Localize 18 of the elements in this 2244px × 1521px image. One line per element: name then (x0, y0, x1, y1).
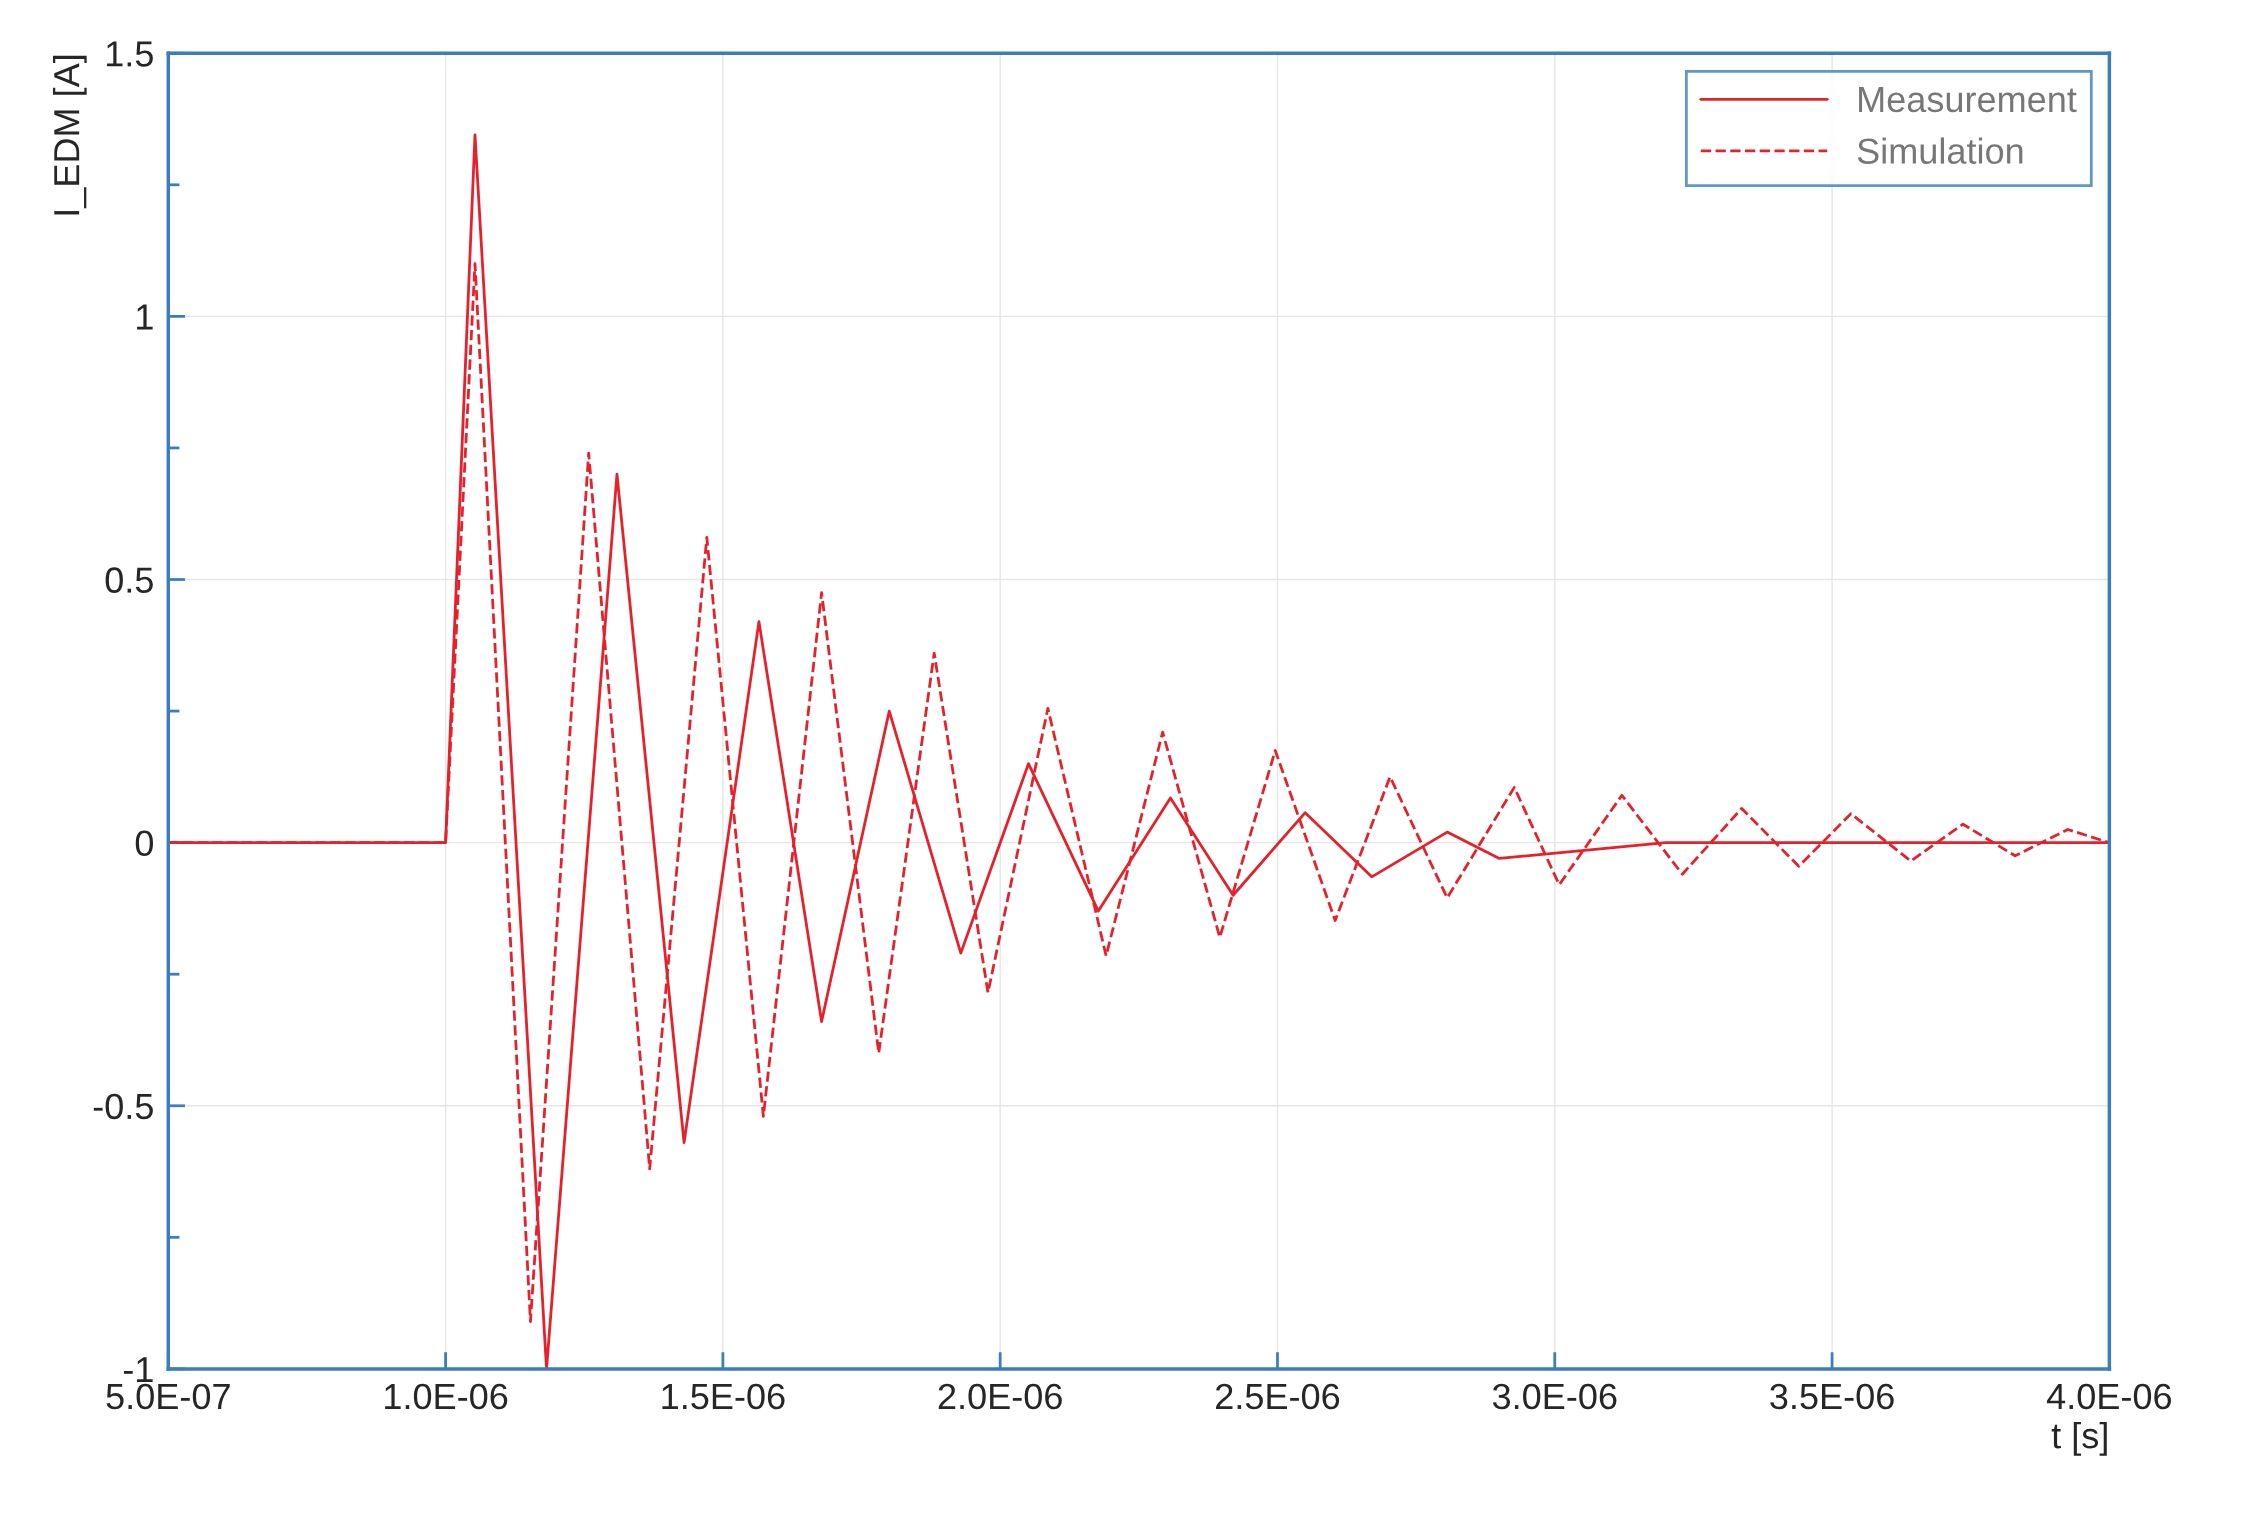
legend-label: Measurement (1859, 87, 2077, 113)
y-axis-title: I_EDM [A] (52, 55, 87, 215)
x-tick-label: 3.5E-06 (1770, 1383, 1894, 1410)
x-tick-label: 2.5E-06 (1216, 1383, 1340, 1410)
y-tick-label: 1 (137, 304, 153, 330)
y-tick-label: 0.5 (105, 567, 153, 593)
x-tick-label: 1.0E-06 (385, 1383, 508, 1410)
legend-label: Simulation (1857, 137, 2023, 164)
y-tick-label: 1.5 (106, 41, 153, 67)
x-axis-title: t [s] (2051, 1422, 2107, 1456)
x-tick-label: 1.5E-06 (662, 1383, 785, 1410)
x-tick-label: 2.0E-06 (938, 1383, 1062, 1410)
x-tick-label: 5.0E-07 (106, 1383, 230, 1410)
y-tick-label: -1 (123, 1357, 153, 1382)
y-tick-label: -0.5 (93, 1093, 153, 1120)
x-tick-label: 4.0E-06 (2046, 1383, 2172, 1410)
y-tick-label: 0 (135, 830, 153, 857)
x-tick-label: 3.0E-06 (1492, 1383, 1617, 1410)
